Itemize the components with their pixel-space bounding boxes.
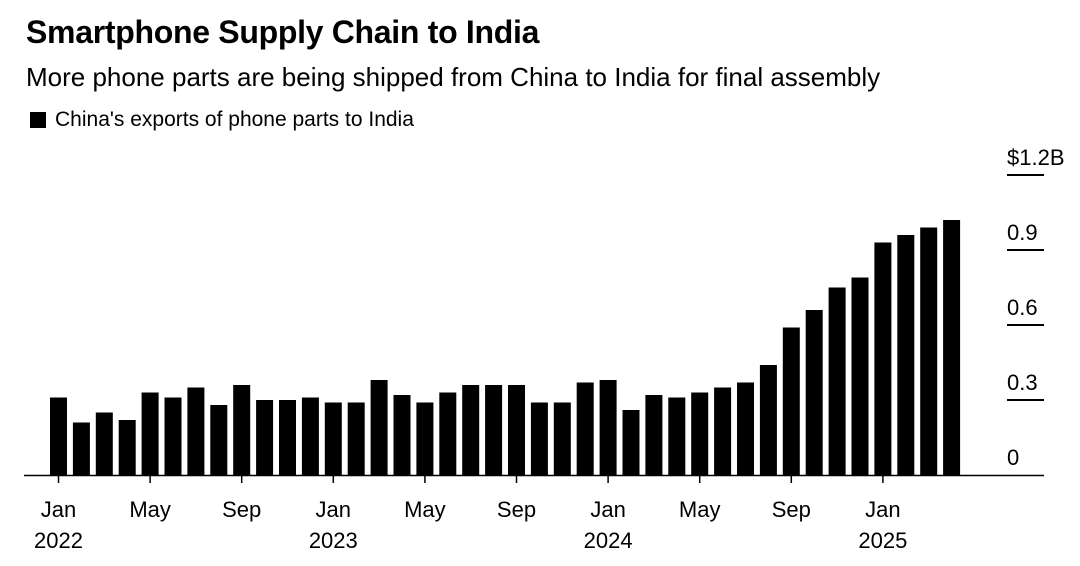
bar: [759, 365, 777, 475]
bar: [141, 392, 159, 475]
bar: [416, 402, 434, 475]
bar: [439, 392, 457, 475]
x-tick-label-year: 2022: [34, 528, 83, 553]
bar: [95, 412, 113, 475]
y-tick-label: 0.6: [1007, 295, 1038, 320]
bar: [553, 402, 571, 475]
bar: [279, 400, 296, 475]
legend-swatch: [30, 112, 46, 128]
y-tick-label: 0.9: [1007, 220, 1038, 245]
bar: [233, 385, 251, 475]
bar: [72, 422, 90, 475]
x-tick-label-month: Jan: [865, 497, 900, 522]
y-tick-label: 0: [1007, 445, 1019, 470]
bar: [897, 235, 915, 475]
bar: [301, 397, 319, 475]
bar: [828, 287, 846, 475]
x-tick-label-month: Jan: [41, 497, 76, 522]
bar: [485, 385, 503, 475]
bar: [714, 387, 732, 475]
y-tick-label: $1.2B: [1007, 145, 1065, 170]
bar: [943, 220, 961, 475]
y-axis: 0 0.3 0.6 0.9 $1.2B: [1007, 145, 1065, 470]
bar: [370, 380, 388, 475]
bar: [737, 382, 754, 475]
chart-title: Smartphone Supply Chain to India: [26, 14, 540, 50]
chart-subtitle: More phone parts are being shipped from …: [26, 62, 881, 92]
legend-label: China's exports of phone parts to India: [55, 108, 414, 131]
bar: [920, 227, 938, 475]
bar: [210, 405, 228, 475]
bar: [691, 392, 709, 475]
x-tick-label-month: Sep: [497, 497, 536, 522]
bars-group: [50, 220, 961, 475]
bar: [576, 382, 594, 475]
x-tick-label-month: May: [404, 497, 446, 522]
bar: [782, 327, 800, 475]
bar: [164, 397, 182, 475]
bar: [668, 397, 686, 475]
bar: [118, 420, 136, 475]
x-tick-label-month: Jan: [316, 497, 351, 522]
bar: [393, 395, 411, 475]
bar: [508, 385, 525, 475]
x-tick-label-month: Jan: [590, 497, 625, 522]
x-tick-label-year: 2025: [858, 528, 907, 553]
legend: China's exports of phone parts to India: [30, 108, 414, 132]
bar: [256, 400, 274, 475]
bar: [645, 395, 663, 475]
bar: [50, 397, 67, 475]
bar: [805, 310, 823, 475]
bar: [187, 387, 205, 475]
bar: [530, 402, 548, 475]
x-tick-label-month: May: [129, 497, 171, 522]
bar: [622, 410, 640, 475]
x-axis: Jan 2022 May Sep Jan 2023 May Sep Jan 2024 May Sep J…: [24, 474, 1044, 553]
x-tick-label-month: May: [679, 497, 721, 522]
x-tick-label-month: Sep: [222, 497, 261, 522]
x-tick-label-year: 2023: [309, 528, 358, 553]
y-tick-label: 0.3: [1007, 370, 1038, 395]
bar: [324, 402, 342, 475]
x-tick-label-month: Sep: [772, 497, 811, 522]
bar: [851, 277, 869, 475]
bar: [347, 402, 365, 475]
bar: [874, 242, 892, 475]
bar: [599, 380, 617, 475]
x-tick-label-year: 2024: [584, 528, 633, 553]
bar: [462, 385, 480, 475]
watermark-overlay: [462, 270, 612, 296]
